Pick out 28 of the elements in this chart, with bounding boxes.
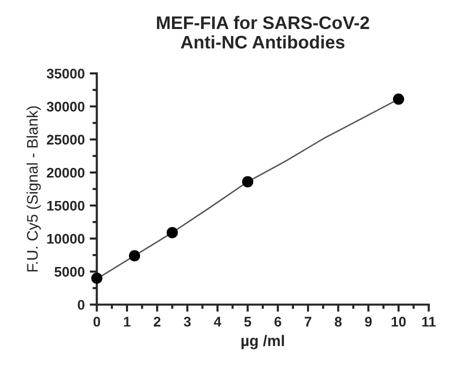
point <box>128 250 140 262</box>
y-tick-label: 35000 <box>46 68 84 79</box>
x-tick-label: 8 <box>334 316 342 327</box>
y-tick-label: 15000 <box>47 200 84 211</box>
x-tick-label: 11 <box>422 316 436 326</box>
x-tick-label: 5 <box>244 316 252 327</box>
x-tick-label: 2 <box>154 316 160 326</box>
y-tick-label: 30000 <box>46 102 84 112</box>
x-tick-label: 0 <box>93 316 100 327</box>
x-tick-label: 9 <box>365 316 372 327</box>
chart-title: MEF-FIA for SARS-CoV-2 Anti-NC Antibodies <box>156 16 370 49</box>
point <box>166 227 178 238</box>
x-tick-label: 10 <box>392 316 406 327</box>
y-tick-label: 0 <box>78 300 84 310</box>
x-tick-label: 3 <box>184 316 191 327</box>
y-tick-label: 5000 <box>54 266 84 277</box>
x-tick-label: 1 <box>124 316 130 326</box>
point <box>392 94 404 105</box>
x-axis-title: µg /ml <box>242 334 284 350</box>
y-tick-label: 10000 <box>47 234 84 244</box>
x-tick-label: 6 <box>274 316 282 327</box>
point <box>242 176 254 188</box>
x-tick-label: 4 <box>214 316 222 326</box>
point <box>91 272 102 284</box>
y-tick-label: 20000 <box>46 168 84 178</box>
y-tick-label: 25000 <box>46 134 84 145</box>
x-tick-label: 7 <box>304 316 312 326</box>
y-axis-title: F.U. Cy5 (Signal - Blank) <box>26 106 41 272</box>
